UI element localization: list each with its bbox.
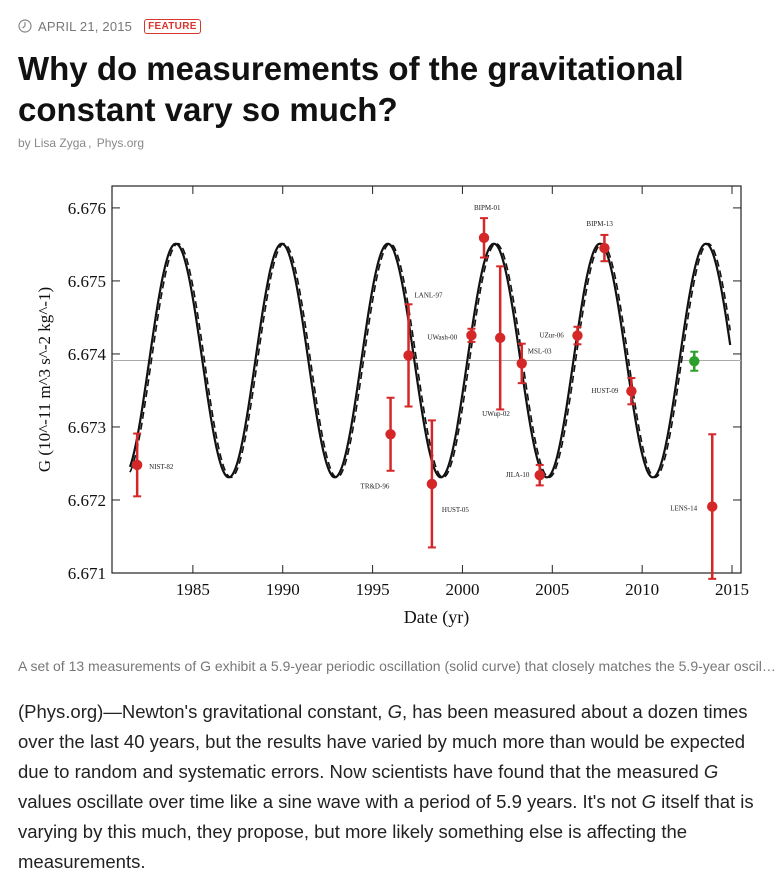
body-segment: values oscillate over time like a sine w… [18,791,642,812]
point-label: HUST-05 [442,506,469,514]
point-label: UWash-00 [427,333,457,341]
point-label: NIST-82 [149,463,174,471]
body-segment: G [387,701,402,722]
point-label: LENS-14 [670,505,697,513]
feature-badge[interactable]: FEATURE [144,18,201,34]
author-link[interactable]: Lisa Zyga [34,136,87,150]
x-tick-label: 2010 [625,580,659,599]
point-label: HUST-09 [591,387,618,395]
data-point[interactable] [494,332,506,344]
data-point[interactable] [478,232,490,244]
x-tick-label: 1985 [176,580,210,599]
data-point[interactable] [599,242,610,254]
body-segment: itself that is varying by this much, the… [18,791,754,872]
x-tick-label: 1990 [266,580,300,599]
x-tick-label: 2015 [715,580,749,599]
article-title: Why do measurements of the gravitational… [18,50,684,128]
y-tick-label: 6.675 [68,272,106,291]
data-point[interactable] [516,358,527,369]
data-point[interactable] [707,501,718,512]
gravitational-constant-chart[interactable]: 1985 1990 1995 2000 2005 2010 2015 6.671 6.672 6.… [18,170,763,640]
data-point[interactable] [426,478,438,490]
point-label: JILA-10 [506,471,530,479]
y-tick-label: 6.674 [68,345,107,364]
point-label: TR&D-96 [361,482,390,490]
y-tick-label: 6.672 [68,491,106,510]
data-point[interactable] [403,350,414,361]
y-tick-label: 6.671 [68,564,106,583]
body-segment: G [703,761,719,782]
point-label: UZur-06 [539,332,564,340]
x-tick-label: 2000 [445,580,479,599]
body-segment: (Phys.org)—Newton's gravitational consta… [18,701,388,722]
body-segment: G [641,791,656,812]
y-axis-label: G (10^-11 m^3 s^-2 kg^-1) [35,287,54,472]
point-label: MSL-03 [528,347,552,355]
x-tick-label: 2005 [535,580,569,599]
data-point[interactable] [626,385,637,397]
y-tick-label: 6.673 [68,418,106,437]
article-body: (Phys.org)—Newton's gravitational consta… [18,697,766,877]
data-point[interactable] [689,356,700,367]
article-meta: APRIL 21, 2015 FEATURE [18,15,201,37]
plot-frame [111,185,742,574]
point-label: BIPM-13 [586,220,613,228]
data-point[interactable] [385,429,396,440]
x-tick-label: 1995 [356,580,390,599]
data-point[interactable] [131,459,143,471]
x-axis-label: Date (yr) [404,607,469,628]
article-date: APRIL 21, 2015 [38,18,133,34]
point-label: UWup-02 [482,410,510,418]
point-label: LANL-97 [415,291,443,299]
byline-separator: , [88,136,92,150]
point-label: BIPM-01 [474,204,501,212]
data-point[interactable] [572,330,583,341]
image-caption[interactable]: A set of 13 measurements of G exhibit a … [18,658,778,674]
data-point[interactable] [534,469,545,481]
source-link[interactable]: Phys.org [96,136,145,150]
data-point[interactable] [466,330,477,341]
body-segment: , has been measured about a dozen times … [18,701,748,782]
clock-icon [18,19,32,33]
y-tick-label: 6.676 [68,199,106,218]
byline-prefix: by [18,136,31,150]
byline: by Lisa Zyga, Phys.org [18,136,144,150]
